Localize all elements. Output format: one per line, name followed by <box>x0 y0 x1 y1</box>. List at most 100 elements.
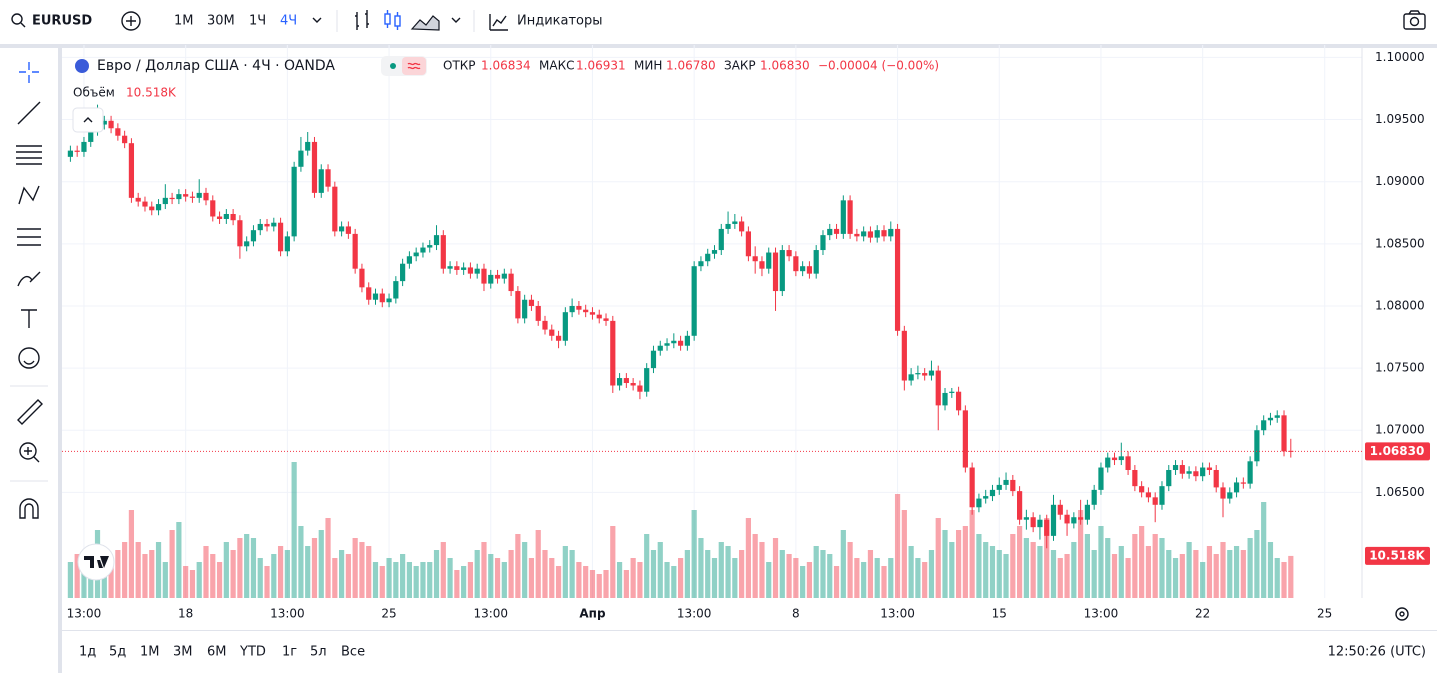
candle-body <box>881 230 887 237</box>
volume-bar <box>650 550 657 598</box>
interval[interactable]: 1Ч <box>249 14 266 29</box>
volume-bar <box>149 550 155 598</box>
volume-legend-value: 10.518K <box>126 86 177 100</box>
volume-bar <box>1247 538 1253 598</box>
volume-bar <box>779 550 785 598</box>
volume-bar <box>1186 542 1192 598</box>
snapshot-button[interactable] <box>1403 10 1426 30</box>
indicators-button[interactable]: Индикаторы <box>517 14 603 29</box>
indicators-icon[interactable] <box>489 14 508 31</box>
candle-body <box>1023 517 1029 520</box>
text-tool[interactable] <box>21 309 37 328</box>
volume-bar <box>793 558 799 598</box>
candle-body <box>1010 479 1016 492</box>
brush-tool[interactable] <box>17 271 41 287</box>
candle-body <box>250 230 257 242</box>
candle-body <box>786 250 792 257</box>
range-button[interactable]: 3М <box>173 645 193 660</box>
candle-body <box>630 383 636 386</box>
candle-body <box>657 345 663 351</box>
volume-bar <box>1132 534 1138 598</box>
area-icon[interactable] <box>410 15 440 31</box>
candle-body <box>135 197 141 202</box>
volume-bar <box>230 550 236 598</box>
volume-bar <box>481 542 487 598</box>
bars-icon[interactable] <box>355 10 369 30</box>
tv-logo[interactable] <box>77 543 115 581</box>
volume-bar <box>318 530 324 598</box>
candle-body <box>664 343 670 346</box>
range-button[interactable]: YTD <box>239 645 266 660</box>
range-button[interactable]: 1М <box>140 645 160 660</box>
volume-bar <box>1091 550 1097 598</box>
volume-bar <box>949 542 955 598</box>
candle-body <box>996 484 1002 490</box>
interval[interactable]: 30М <box>207 14 235 29</box>
left-separator <box>58 44 62 673</box>
emoji-icon <box>23 360 35 365</box>
volume-bar <box>447 558 453 598</box>
volume-bar <box>1179 554 1185 598</box>
volume-bar <box>983 542 989 598</box>
candles-icon[interactable] <box>384 10 401 30</box>
crosshair-tool[interactable] <box>19 62 39 83</box>
magnet-tool[interactable] <box>19 498 39 519</box>
volume-bar <box>1200 562 1206 598</box>
volume-bar <box>644 534 650 598</box>
high-label: МАКС <box>539 59 574 73</box>
camera-icon <box>1408 10 1421 15</box>
volume-bar <box>698 538 704 598</box>
last-volume-box <box>1365 546 1430 565</box>
pattern-tool[interactable] <box>18 185 40 205</box>
range-button[interactable]: 6М <box>207 645 227 660</box>
chevron[interactable] <box>451 17 461 23</box>
candle-body <box>108 120 114 129</box>
emoji-tool[interactable] <box>18 347 40 369</box>
candle-body <box>725 223 731 229</box>
forecast-tool[interactable] <box>17 228 41 246</box>
candle-body <box>915 373 921 375</box>
volume-bar <box>474 550 480 598</box>
candle-body <box>230 214 236 221</box>
candle-body <box>1220 487 1226 499</box>
zoom-tool[interactable] <box>19 442 40 463</box>
trendline-tool[interactable] <box>17 101 41 125</box>
range-button[interactable]: 1г <box>282 645 297 660</box>
candle-body <box>454 266 460 270</box>
search-icon <box>11 13 23 25</box>
candle-body <box>345 226 351 234</box>
volume-bar <box>1105 538 1111 598</box>
candle-body <box>189 196 196 198</box>
symbol-search[interactable]: EURUSD <box>11 13 92 29</box>
y-tick-label: 1.07500 <box>1375 361 1425 375</box>
volume-bar <box>867 550 874 598</box>
chevron[interactable] <box>312 17 322 23</box>
range-button[interactable]: 5л <box>310 645 327 660</box>
x-tick-label: 18 <box>178 607 193 621</box>
interval-active[interactable]: 4Ч <box>280 14 297 29</box>
candle-body <box>969 467 975 508</box>
candle-body <box>1261 420 1267 431</box>
volume-bar <box>1037 546 1043 598</box>
fib-tool[interactable] <box>16 145 42 165</box>
range-button[interactable]: Все <box>341 645 365 660</box>
compare-button[interactable] <box>121 11 141 31</box>
volume-bar <box>1023 538 1029 598</box>
volume-bar <box>623 570 629 598</box>
ruler-tool[interactable] <box>17 399 43 425</box>
volume-bar <box>1166 550 1172 598</box>
candle-body <box>277 222 284 252</box>
volume-bar <box>440 542 446 598</box>
range-button[interactable]: 1д <box>79 645 96 660</box>
candle-body <box>1084 504 1090 520</box>
x-tick-label: 25 <box>381 607 396 621</box>
range-button[interactable]: 5д <box>109 645 126 660</box>
interval[interactable]: 1М <box>174 14 194 29</box>
candle-body <box>759 261 765 269</box>
volume-bar <box>508 550 514 598</box>
volume-bar <box>142 554 148 598</box>
collapse-button[interactable] <box>72 107 104 133</box>
settings-button[interactable] <box>1395 607 1409 621</box>
volume-bar <box>1227 550 1233 598</box>
